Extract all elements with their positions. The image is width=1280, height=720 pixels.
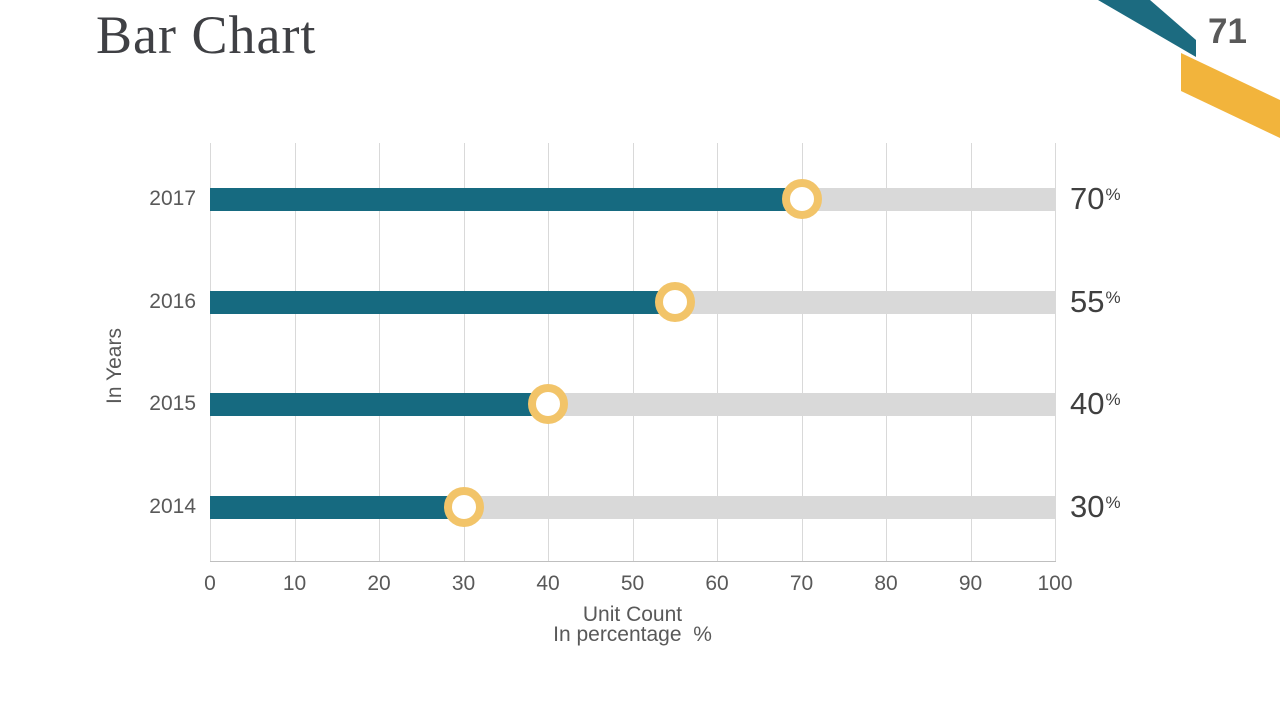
bar-fill — [210, 290, 675, 314]
x-axis-ticks: 0 10 20 30 40 50 60 70 80 90 100 — [204, 572, 1072, 598]
bar-marker-icon — [654, 282, 695, 322]
value-labels: 70% 55% 40% 30% — [1070, 143, 1190, 562]
gridline — [717, 143, 718, 562]
value-label-percent: % — [1105, 390, 1121, 409]
plot-area — [210, 143, 1056, 562]
gridline — [463, 143, 465, 562]
x-tick-label: 100 — [1037, 572, 1073, 595]
y-axis-label: 2017 — [149, 187, 196, 210]
x-tick-label: 30 — [451, 572, 476, 595]
gridline — [886, 143, 887, 562]
value-label-number: 70 — [1070, 181, 1105, 216]
page-title: Bar Chart — [96, 5, 317, 65]
value-label-number: 30 — [1070, 489, 1105, 524]
bar-marker-icon — [781, 179, 822, 219]
gridline — [1055, 143, 1056, 562]
x-axis-title-line2: In percentage % — [553, 623, 712, 646]
value-label-percent: % — [1105, 288, 1121, 307]
y-axis-labels: 2017 2016 2015 2014 — [0, 143, 196, 562]
bar-marker-icon — [443, 487, 484, 527]
x-axis-line — [210, 561, 1056, 562]
bar-fill — [210, 392, 548, 416]
bar-marker-icon — [528, 384, 568, 424]
x-tick-label: 40 — [536, 572, 560, 595]
gridline — [801, 143, 803, 562]
value-label-percent: % — [1105, 493, 1121, 512]
x-tick-label: 90 — [958, 572, 983, 595]
y-axis-label: 2014 — [149, 495, 196, 518]
gridline — [632, 143, 634, 562]
corner-ribbon — [1098, 0, 1280, 138]
bar-fill — [210, 495, 464, 519]
x-axis-title: Unit Count In percentage % — [210, 603, 1055, 646]
value-label-percent: % — [1105, 185, 1121, 204]
value-label-number: 55 — [1070, 284, 1105, 319]
x-tick-label: 60 — [705, 572, 729, 595]
ribbon-gold-icon — [1181, 53, 1280, 138]
x-tick-label: 20 — [367, 572, 391, 595]
gridline — [970, 143, 972, 562]
x-tick-label: 0 — [204, 572, 216, 595]
y-axis-label: 2016 — [149, 290, 196, 313]
y-axis-title: In Years — [103, 328, 126, 404]
value-label: 30% — [1070, 489, 1121, 525]
ribbon-teal-icon — [1098, 0, 1196, 57]
x-tick-label: 80 — [874, 572, 898, 595]
x-axis-title-line1: Unit Count — [582, 603, 683, 626]
x-tick-label: 10 — [282, 572, 307, 595]
gridline — [294, 143, 296, 562]
value-label: 70% — [1070, 181, 1121, 217]
x-tick-label: 70 — [789, 572, 814, 595]
y-axis-label: 2015 — [149, 392, 196, 415]
gridline — [379, 143, 380, 562]
page-number: 71 — [1208, 12, 1247, 51]
gridline — [548, 143, 549, 562]
value-label: 55% — [1070, 284, 1121, 320]
gridline — [210, 143, 211, 562]
value-label: 40% — [1070, 386, 1121, 422]
value-label-number: 40 — [1070, 386, 1105, 421]
x-tick-label: 50 — [620, 572, 645, 595]
bar-fill — [210, 187, 802, 211]
